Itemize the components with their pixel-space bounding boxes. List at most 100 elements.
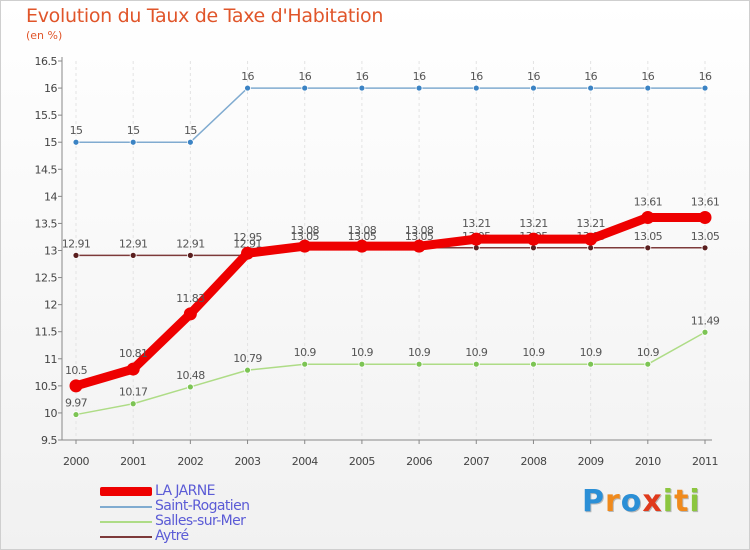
data-label: 16 bbox=[470, 70, 483, 83]
legend-swatch bbox=[100, 535, 152, 538]
data-point bbox=[530, 360, 537, 368]
data-point bbox=[530, 244, 537, 252]
y-tick-label: 11 bbox=[44, 353, 57, 366]
data-label: 16 bbox=[241, 70, 254, 83]
data-point bbox=[644, 244, 652, 252]
x-tick-label: 2003 bbox=[235, 455, 261, 468]
data-point bbox=[183, 307, 197, 321]
legend-item: Saint-Rogatien bbox=[100, 498, 250, 514]
legend-label: Saint-Rogatien bbox=[155, 498, 250, 514]
y-tick-label: 11.5 bbox=[35, 326, 58, 339]
data-label: 13.05 bbox=[634, 230, 663, 243]
data-point bbox=[186, 138, 194, 146]
data-label: 15 bbox=[70, 124, 83, 137]
legend-item: Aytré bbox=[100, 529, 249, 544]
data-point bbox=[412, 239, 426, 253]
data-label: 10.9 bbox=[522, 346, 545, 359]
data-label: 10.48 bbox=[176, 369, 205, 382]
data-point bbox=[472, 244, 480, 252]
data-label: 10.9 bbox=[351, 346, 374, 359]
chart-title: Evolution du Taux de Taxe d'Habitation bbox=[26, 5, 384, 27]
legend-item: Salles-sur-Mer bbox=[100, 514, 249, 529]
data-point bbox=[644, 360, 652, 368]
logo-letter: x bbox=[642, 484, 663, 519]
logo-letter: t bbox=[674, 484, 690, 519]
data-point bbox=[698, 210, 712, 224]
data-point bbox=[129, 400, 137, 408]
data-point bbox=[244, 366, 251, 374]
data-label: 10.17 bbox=[119, 386, 148, 399]
data-label: 13.05 bbox=[348, 230, 377, 243]
logo-letter: P bbox=[582, 484, 605, 519]
y-tick-label: 12.5 bbox=[35, 272, 58, 285]
series-line bbox=[71, 212, 710, 391]
data-label: 16 bbox=[527, 70, 540, 83]
data-point bbox=[126, 362, 140, 376]
x-tick-label: 2001 bbox=[120, 455, 146, 468]
data-label: 12.95 bbox=[233, 231, 262, 244]
data-label: 13.08 bbox=[405, 224, 434, 237]
data-point bbox=[244, 84, 251, 92]
data-label: 15 bbox=[127, 124, 140, 137]
logo-letter: i bbox=[662, 484, 675, 519]
data-point bbox=[69, 379, 83, 393]
data-label: 16 bbox=[641, 70, 654, 83]
series-line bbox=[75, 331, 706, 416]
data-label: 16 bbox=[699, 70, 712, 83]
x-tick-label: 2000 bbox=[63, 455, 89, 468]
data-label: 13.05 bbox=[691, 230, 720, 243]
data-point bbox=[701, 328, 709, 336]
data-label: 16 bbox=[356, 70, 369, 83]
logo-letter: i bbox=[689, 484, 701, 519]
data-label: 16 bbox=[413, 70, 426, 83]
y-tick-label: 16.5 bbox=[35, 55, 58, 68]
data-label: 10.79 bbox=[233, 352, 262, 365]
data-label: 13.08 bbox=[348, 224, 377, 237]
data-point bbox=[701, 84, 709, 92]
data-point bbox=[469, 232, 483, 246]
data-label: 13.61 bbox=[634, 195, 663, 208]
data-point bbox=[186, 383, 194, 391]
data-label: 13.21 bbox=[576, 217, 605, 230]
x-tick-label: 2009 bbox=[578, 455, 604, 468]
data-point bbox=[584, 232, 598, 246]
y-tick-label: 10 bbox=[44, 407, 57, 420]
legend-label: Aytré bbox=[155, 528, 189, 544]
chart-legend: LA JARNE Saint-Rogatien Salles-sur-Mer Aytr… bbox=[100, 484, 250, 544]
logo-letter: r bbox=[605, 484, 621, 519]
data-point bbox=[186, 251, 194, 259]
data-point bbox=[587, 84, 595, 92]
x-tick-label: 2008 bbox=[520, 455, 546, 468]
data-label: 10.9 bbox=[580, 346, 603, 359]
data-label: 16 bbox=[584, 70, 597, 83]
data-label: 13.05 bbox=[405, 230, 434, 243]
proxiti-logo: Proxiti bbox=[582, 484, 701, 519]
x-tick-label: 2006 bbox=[406, 455, 432, 468]
data-point bbox=[129, 251, 137, 259]
data-point bbox=[587, 244, 595, 252]
data-point bbox=[298, 239, 312, 253]
data-point bbox=[415, 360, 423, 368]
data-point bbox=[301, 84, 309, 92]
y-tick-label: 14 bbox=[44, 190, 57, 203]
data-label: 12.91 bbox=[119, 237, 148, 250]
legend-swatch bbox=[100, 487, 152, 496]
x-tick-label: 2005 bbox=[349, 455, 375, 468]
data-label: 10.9 bbox=[294, 346, 317, 359]
x-tick-label: 2011 bbox=[692, 455, 718, 468]
series-salles-sur-mer: 9.97 10.17 10.48 10.79 10.9 10.9 10.9 10.9 10.9 1… bbox=[65, 314, 720, 418]
data-point bbox=[641, 210, 655, 224]
data-label: 13.61 bbox=[691, 195, 720, 208]
legend-swatch bbox=[100, 505, 152, 508]
data-point bbox=[530, 84, 537, 92]
data-label: 10.9 bbox=[408, 346, 431, 359]
data-label: 10.9 bbox=[465, 346, 488, 359]
data-point bbox=[701, 244, 709, 252]
data-label: 10.9 bbox=[637, 346, 660, 359]
chart-subtitle: (en %) bbox=[26, 29, 63, 42]
legend-label: Salles-sur-Mer bbox=[155, 513, 246, 529]
data-point bbox=[472, 360, 480, 368]
data-point bbox=[358, 360, 366, 368]
